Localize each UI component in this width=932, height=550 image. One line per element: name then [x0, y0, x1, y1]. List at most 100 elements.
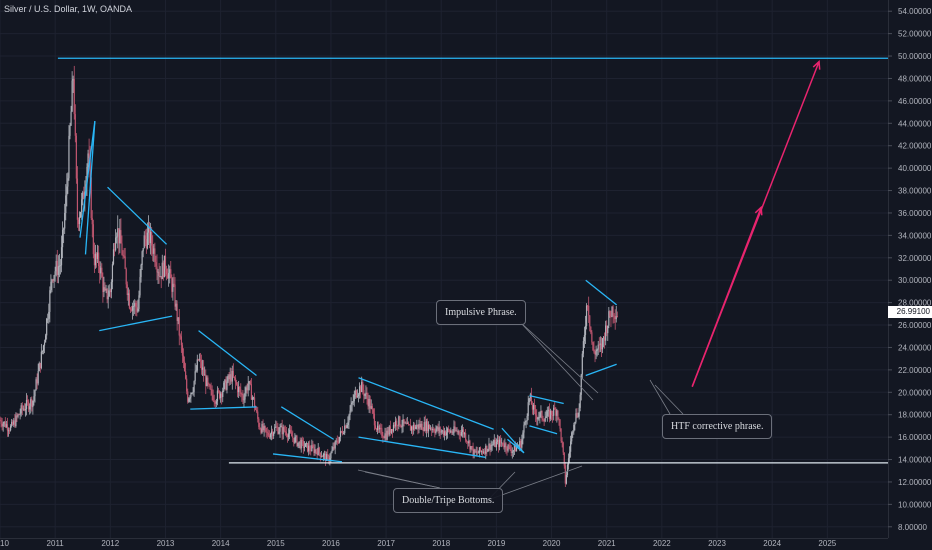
candle-body	[174, 284, 176, 307]
candle-body	[341, 431, 344, 434]
y-tick-label: 22.00000	[898, 366, 932, 375]
candle-body	[366, 392, 368, 399]
candle-body	[571, 432, 573, 442]
candle-body	[134, 303, 136, 307]
candle-body	[489, 443, 491, 450]
candle-body	[564, 465, 566, 484]
candle-body	[335, 440, 337, 442]
candle-body	[22, 408, 24, 410]
candle-body	[321, 456, 324, 458]
time-axis[interactable]: 2010 2011 2012 2013 2014 2015 2016 2017 2018 2019…	[0, 538, 888, 549]
candle-body	[427, 424, 430, 432]
candle-body	[418, 423, 420, 429]
candle-body	[523, 424, 525, 433]
candle-body	[24, 409, 27, 411]
candle-body	[400, 425, 402, 427]
candle-body	[274, 427, 276, 433]
candle-body	[225, 379, 227, 390]
candle-body	[217, 390, 220, 392]
candle-body	[147, 225, 150, 233]
candle-body	[7, 430, 10, 432]
candle-body	[251, 397, 254, 400]
candle-body	[94, 253, 97, 266]
candle-body	[220, 393, 222, 399]
trendline	[99, 315, 173, 332]
candle-body	[471, 446, 473, 448]
candle-body	[281, 425, 283, 435]
candle-body	[70, 111, 72, 126]
candle-body	[296, 436, 298, 447]
candle-body	[337, 442, 339, 444]
candle-body	[513, 444, 516, 451]
y-tick-label: 50.00000	[898, 52, 932, 61]
candle-body	[188, 398, 190, 402]
candle-body	[504, 443, 506, 448]
candle-body	[139, 277, 141, 296]
candle-body	[113, 249, 116, 251]
impulsive-callout[interactable]: Impulsive Phrase.	[436, 300, 526, 325]
candle-body	[92, 224, 94, 255]
candle-body	[98, 252, 100, 267]
candle-body	[574, 421, 576, 425]
candle-body	[514, 444, 517, 452]
candle-body	[65, 195, 67, 214]
x-tick-label: 2014	[212, 539, 230, 548]
candle-body	[357, 394, 360, 397]
candle-body	[42, 345, 45, 351]
candle-body	[127, 293, 129, 296]
candle-body	[15, 415, 17, 427]
candle-body	[498, 439, 501, 448]
candle-body	[270, 431, 273, 435]
candle-body	[468, 440, 470, 444]
candle-body	[34, 390, 36, 397]
candle-body	[3, 421, 5, 424]
candle-body	[153, 248, 155, 254]
candle-body	[441, 430, 443, 432]
candle-body	[593, 349, 595, 353]
candle-body	[186, 378, 188, 392]
candle-body	[449, 430, 451, 433]
candle-body	[486, 445, 488, 452]
candle-body	[460, 432, 462, 436]
candle-body	[572, 431, 574, 433]
candle-body	[99, 266, 101, 274]
price-axis[interactable]: 8.00000 10.00000 12.00000 14.00000 16.00000 1…	[888, 0, 932, 550]
candle-body	[90, 177, 92, 219]
candle-body	[1, 423, 3, 427]
candle-body	[209, 385, 211, 389]
bottoms-callout[interactable]: Double/Tripe Bottoms.	[393, 488, 504, 513]
candle-body	[46, 318, 48, 336]
candle-body	[426, 421, 429, 432]
trendline	[190, 406, 257, 410]
candle-body	[493, 440, 495, 445]
candle-body	[68, 135, 70, 179]
candle-body	[283, 427, 285, 432]
candle-body	[168, 272, 170, 279]
candle-body	[472, 446, 474, 455]
candle-body	[224, 379, 226, 383]
callout-leader-line	[519, 321, 594, 401]
candle-body	[233, 376, 236, 378]
trendline	[358, 436, 486, 458]
candle-body	[252, 397, 255, 399]
candle-body	[140, 264, 142, 278]
candle-body	[306, 443, 309, 452]
htf-callout[interactable]: HTF corrective phrase.	[662, 414, 773, 439]
candle-body	[21, 405, 23, 409]
candle-body	[463, 433, 466, 435]
candle-body	[388, 426, 390, 435]
x-tick-label: 2019	[487, 539, 505, 548]
candle-body	[550, 410, 553, 416]
callout-leader-line	[364, 471, 441, 489]
candle-body	[23, 408, 25, 411]
candle-body	[56, 260, 58, 275]
candle-body	[535, 409, 537, 416]
candle-body	[142, 248, 144, 252]
candle-body	[126, 284, 128, 296]
projection-arrow-head	[754, 205, 763, 216]
candle-body	[391, 429, 394, 432]
candle-body	[500, 439, 502, 443]
candle-body	[465, 433, 467, 441]
